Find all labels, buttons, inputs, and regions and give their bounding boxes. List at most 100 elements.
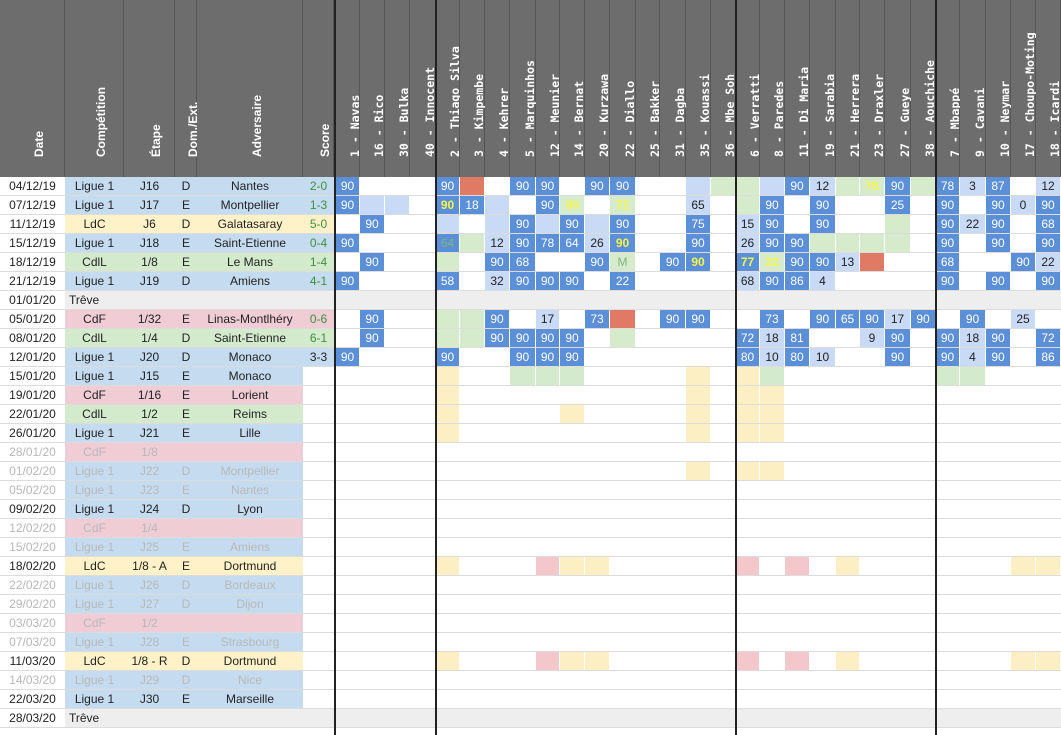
header-player[interactable]: 9 - Cavani: [960, 0, 987, 177]
player-cell[interactable]: 73: [585, 310, 609, 328]
player-cell[interactable]: 90: [510, 348, 535, 366]
player-cell[interactable]: [536, 557, 559, 575]
player-cell[interactable]: 90: [760, 215, 784, 233]
player-cell[interactable]: 75: [686, 215, 710, 233]
row-date[interactable]: 12/01/20: [0, 348, 65, 366]
header-player[interactable]: 3 - Kimpembe: [460, 0, 486, 177]
row-opponent[interactable]: Bordeaux: [197, 576, 303, 594]
player-cell[interactable]: 90: [885, 177, 910, 195]
header-player[interactable]: 30 - Bulka: [385, 0, 411, 177]
player-cell[interactable]: [836, 557, 859, 575]
player-cell[interactable]: [610, 329, 635, 347]
player-cell[interactable]: 26: [585, 234, 609, 252]
player-cell[interactable]: 22: [760, 253, 784, 271]
player-cell[interactable]: 90: [760, 196, 784, 214]
player-cell[interactable]: 10: [810, 348, 835, 366]
player-cell[interactable]: 68: [1036, 215, 1060, 233]
player-cell[interactable]: [536, 367, 559, 385]
player-cell[interactable]: [885, 215, 910, 233]
row-date[interactable]: 21/12/19: [0, 272, 65, 290]
row-opponent[interactable]: Marseille: [197, 690, 303, 708]
player-cell[interactable]: [686, 462, 710, 480]
row-opponent[interactable]: Linas-Montlhéry: [197, 310, 303, 328]
player-cell[interactable]: 90: [860, 310, 884, 328]
player-cell[interactable]: [560, 367, 584, 385]
player-cell[interactable]: [585, 215, 609, 233]
player-cell[interactable]: 4: [810, 272, 835, 290]
row-opponent[interactable]: Saint-Etienne: [197, 329, 303, 347]
player-cell[interactable]: 90: [936, 272, 959, 290]
player-cell[interactable]: 9: [860, 329, 884, 347]
player-cell[interactable]: [836, 234, 859, 252]
player-cell[interactable]: [760, 405, 784, 423]
player-cell[interactable]: 90: [560, 272, 584, 290]
player-cell[interactable]: [460, 234, 484, 252]
player-cell[interactable]: 64: [436, 234, 459, 252]
row-opponent[interactable]: Le Mans: [197, 253, 303, 271]
player-cell[interactable]: [836, 652, 859, 670]
player-cell[interactable]: 78: [936, 177, 959, 195]
row-date[interactable]: 11/12/19: [0, 215, 65, 233]
player-cell[interactable]: 90: [686, 234, 710, 252]
row-opponent[interactable]: Strasbourg: [197, 633, 303, 651]
player-cell[interactable]: 90: [485, 310, 509, 328]
player-cell[interactable]: 90: [536, 329, 559, 347]
player-cell[interactable]: 90: [585, 253, 609, 271]
player-cell[interactable]: [436, 310, 459, 328]
header-stage[interactable]: Étape: [124, 0, 175, 177]
header-player[interactable]: 11 - Di Maria: [785, 0, 811, 177]
player-cell[interactable]: 90: [986, 234, 1010, 252]
row-opponent[interactable]: Nantes: [197, 481, 303, 499]
player-cell[interactable]: 25: [885, 196, 910, 214]
player-cell[interactable]: 90: [1036, 196, 1060, 214]
row-opponent[interactable]: Amiens: [197, 538, 303, 556]
player-cell[interactable]: 22: [610, 272, 635, 290]
row-date[interactable]: 01/01/20: [0, 291, 65, 309]
player-cell[interactable]: 90: [960, 310, 985, 328]
player-cell[interactable]: [686, 177, 710, 195]
header-player[interactable]: 25 - Bakker: [636, 0, 662, 177]
row-date[interactable]: 04/12/19: [0, 177, 65, 195]
player-cell[interactable]: [885, 234, 910, 252]
player-cell[interactable]: [510, 367, 535, 385]
header-score[interactable]: Score: [303, 0, 334, 177]
player-cell[interactable]: 87: [986, 177, 1010, 195]
player-cell[interactable]: 68: [936, 253, 959, 271]
player-cell[interactable]: [711, 177, 735, 195]
row-date[interactable]: 28/01/20: [0, 443, 65, 461]
player-cell[interactable]: M: [610, 253, 635, 271]
header-player[interactable]: 20 - Kurzawa: [585, 0, 611, 177]
player-cell[interactable]: 90: [436, 348, 459, 366]
player-cell[interactable]: [785, 557, 809, 575]
player-cell[interactable]: 78: [860, 177, 884, 195]
row-date[interactable]: 01/02/20: [0, 462, 65, 480]
header-player[interactable]: 2 - Thiago Silva: [436, 0, 462, 177]
player-cell[interactable]: [436, 424, 459, 442]
player-cell[interactable]: 90: [885, 348, 910, 366]
player-cell[interactable]: 90: [810, 215, 835, 233]
player-cell[interactable]: [360, 196, 384, 214]
header-player[interactable]: 23 - Draxler: [860, 0, 886, 177]
player-cell[interactable]: [686, 424, 710, 442]
player-cell[interactable]: [536, 215, 559, 233]
player-cell[interactable]: 10: [760, 348, 784, 366]
player-cell[interactable]: [860, 234, 884, 252]
header-player[interactable]: 35 - Kouassi: [686, 0, 712, 177]
row-date[interactable]: 12/02/20: [0, 519, 65, 537]
header-player[interactable]: 10 - Neymar: [986, 0, 1012, 177]
row-opponent[interactable]: [197, 291, 303, 309]
player-cell[interactable]: 90: [336, 234, 359, 252]
player-cell[interactable]: 86: [785, 272, 809, 290]
player-cell[interactable]: [436, 652, 459, 670]
player-cell[interactable]: [686, 405, 710, 423]
player-cell[interactable]: 90: [585, 177, 609, 195]
player-cell[interactable]: 90: [1011, 253, 1035, 271]
header-player[interactable]: 17 - Choupo-Moting: [1011, 0, 1037, 177]
player-cell[interactable]: 86: [1036, 348, 1060, 366]
player-cell[interactable]: [560, 557, 584, 575]
header-player[interactable]: 4 - Kehrer: [485, 0, 511, 177]
player-cell[interactable]: 90: [536, 196, 559, 214]
header-player[interactable]: 19 - Sarabia: [810, 0, 837, 177]
player-cell[interactable]: 32: [485, 272, 509, 290]
player-cell[interactable]: 72: [1036, 329, 1060, 347]
